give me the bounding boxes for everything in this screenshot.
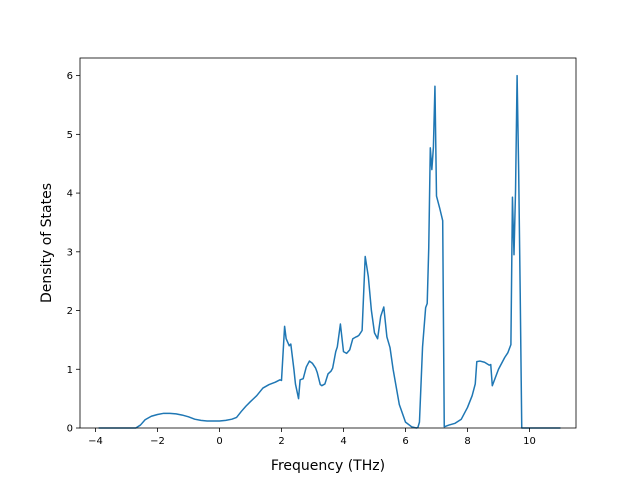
y-tick-label: 2 bbox=[67, 306, 73, 317]
x-tick-label: 4 bbox=[340, 436, 346, 447]
axes-frame bbox=[79, 57, 577, 429]
y-tick-label: 5 bbox=[67, 130, 73, 141]
x-tick-label: 0 bbox=[216, 436, 222, 447]
y-tick-label: 3 bbox=[67, 247, 73, 258]
x-tick-label: 10 bbox=[523, 436, 536, 447]
y-tick-label: 4 bbox=[67, 189, 73, 200]
x-tick-label: 8 bbox=[464, 436, 470, 447]
x-tick-label: −2 bbox=[150, 436, 165, 447]
y-tick-label: 6 bbox=[67, 71, 73, 82]
y-tick-label: 0 bbox=[67, 424, 73, 435]
x-tick-label: 6 bbox=[402, 436, 408, 447]
x-tick-label: 2 bbox=[278, 436, 284, 447]
dos-series-line bbox=[98, 74, 561, 429]
x-axis-ticks: −4 −2 0 2 4 6 8 10 bbox=[88, 428, 536, 447]
x-tick-label: −4 bbox=[88, 436, 103, 447]
y-axis-label: Density of States bbox=[39, 183, 55, 303]
plot-area bbox=[98, 74, 561, 429]
y-axis-ticks: 0 1 2 3 4 5 6 bbox=[67, 71, 80, 435]
y-tick-label: 1 bbox=[67, 365, 73, 376]
x-axis-label: Frequency (THz) bbox=[271, 458, 385, 474]
